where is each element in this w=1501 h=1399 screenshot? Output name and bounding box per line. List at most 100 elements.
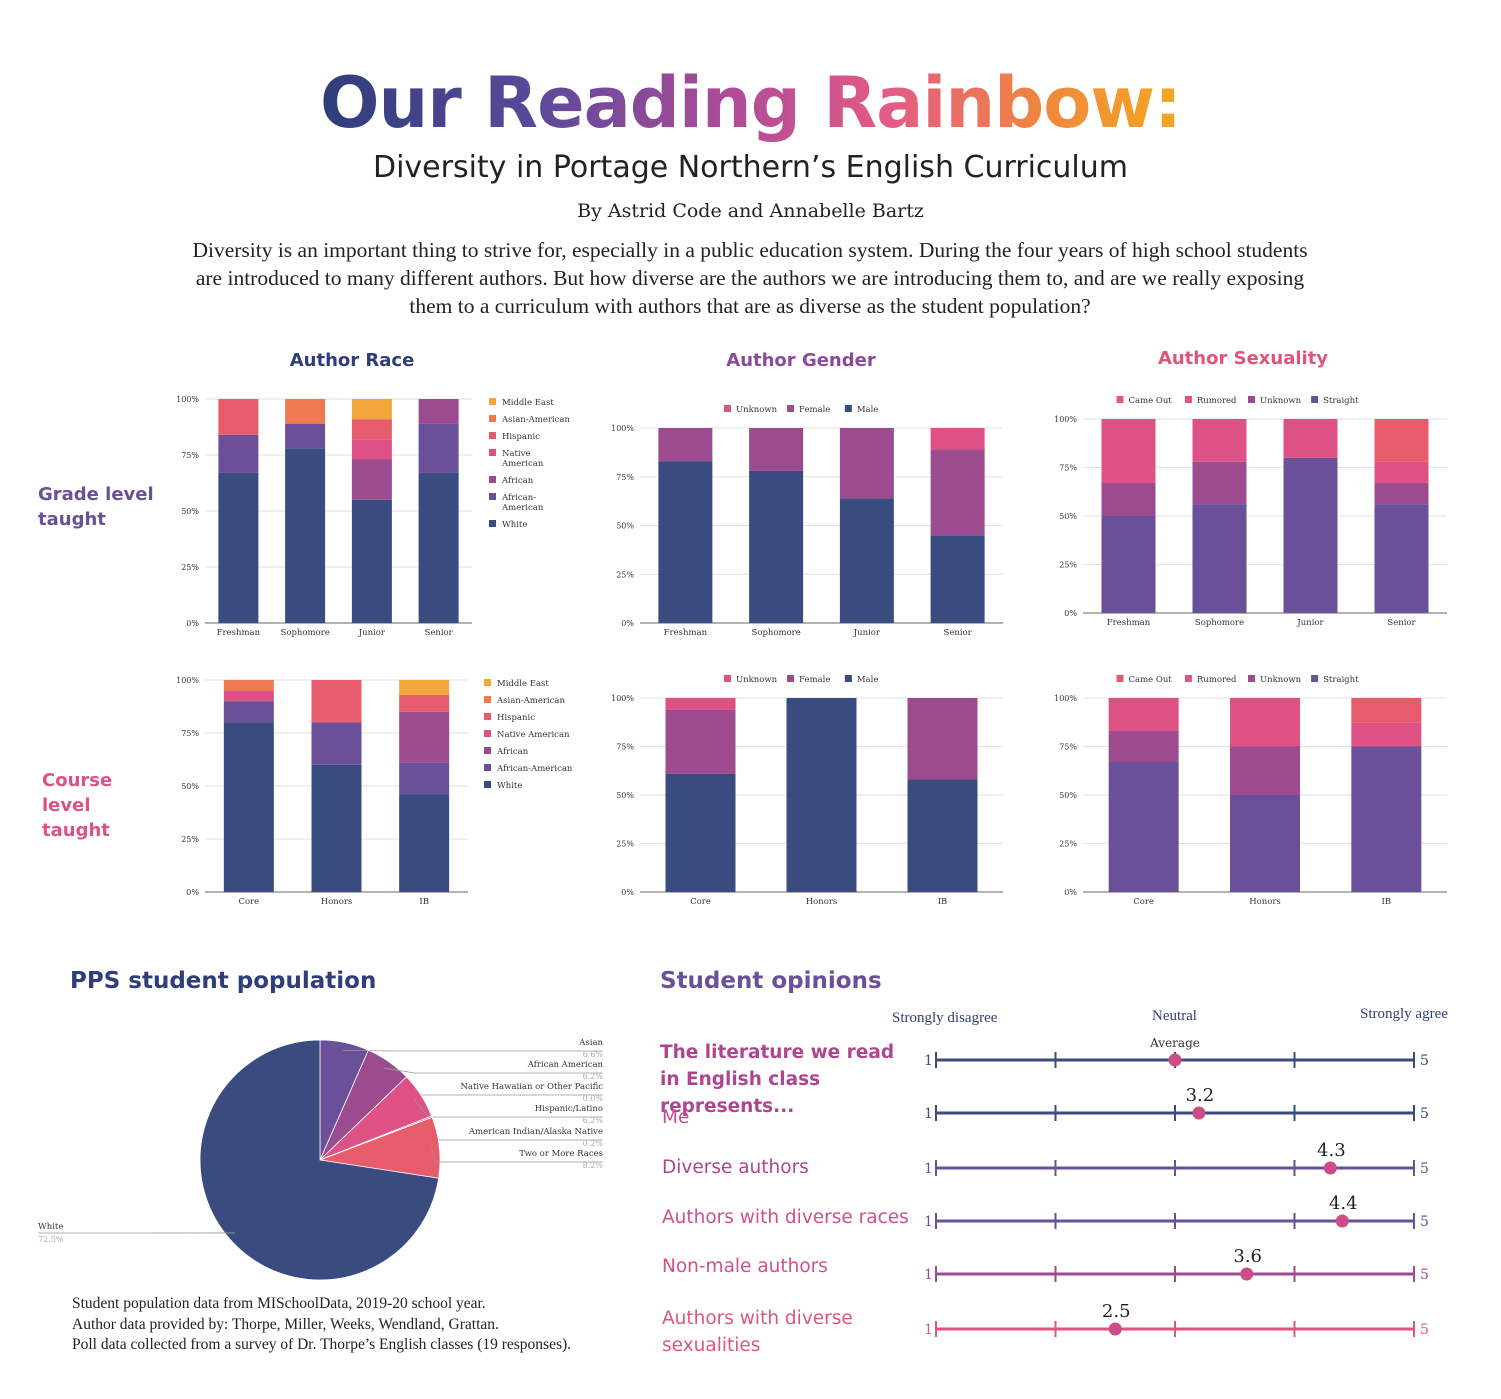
bar-segment (351, 459, 392, 500)
legend-swatch (1248, 675, 1255, 682)
scale-min-label: 1 (924, 1106, 933, 1122)
legend-label: Straight (1323, 396, 1359, 406)
bar-segment (1351, 722, 1422, 747)
opinion-marker (1335, 1214, 1349, 1228)
bar-segment (665, 698, 736, 710)
legend-swatch (1184, 675, 1192, 682)
opinion-marker (1108, 1322, 1122, 1336)
bar-segment (351, 499, 392, 623)
y-tick-label: 100% (176, 676, 199, 685)
y-tick-label: 100% (1054, 415, 1077, 424)
y-tick-label: 100% (611, 424, 634, 433)
legend-swatch (489, 398, 496, 405)
opinion-value-label: 3.2 (1186, 1085, 1215, 1106)
legend-swatch (484, 781, 491, 788)
y-tick-label: 25% (616, 840, 634, 849)
legend-label: Hispanic (497, 713, 535, 723)
opinion-label-diverse-authors: Diverse authors (662, 1157, 809, 1178)
bar-segment (665, 709, 736, 774)
y-tick-label: 0% (186, 888, 199, 897)
y-tick-label: 75% (1059, 743, 1077, 752)
bar-segment (658, 461, 713, 623)
y-tick-label: 100% (611, 694, 634, 703)
scale-max-label: 5 (1420, 1053, 1429, 1069)
legend-swatch (1248, 396, 1255, 403)
x-tick-label: Senior (425, 628, 454, 638)
x-tick-label: Core (690, 897, 711, 907)
legend-label: American (501, 503, 544, 513)
opinion-value-label: 4.4 (1329, 1193, 1358, 1214)
legend-label: Native (502, 449, 530, 459)
legend-label: Unknown (1260, 396, 1302, 406)
bar-segment (907, 779, 978, 892)
opinion-label-me: Me (662, 1107, 690, 1128)
bar-segment (1374, 483, 1429, 505)
y-tick-label: 25% (181, 835, 199, 844)
column-title-sexuality: Author Sexuality (1157, 348, 1329, 369)
bar-segment (1230, 795, 1300, 892)
scale-min-label: 1 (924, 1161, 933, 1177)
scale-max-label: 5 (1420, 1322, 1429, 1338)
legend-swatch (489, 493, 496, 500)
bar-segment (1192, 419, 1247, 462)
bar-segment (1374, 504, 1429, 613)
scale-label-right: Strongly agree (1360, 1006, 1448, 1022)
y-tick-label: 75% (181, 451, 199, 460)
pie-label: African American (527, 1060, 604, 1070)
pie-leader-line (343, 1050, 603, 1052)
bar-segment (1108, 762, 1179, 892)
y-tick-label: 0% (1064, 888, 1077, 897)
bar-segment (1108, 730, 1179, 763)
opinion-label-diverse-sexualities: Authors with diverse sexualities (662, 1308, 853, 1356)
y-tick-label: 0% (621, 619, 634, 628)
bar-segment (399, 680, 450, 695)
y-tick-label: 75% (616, 473, 634, 482)
opinion-value-label: 2.5 (1102, 1301, 1131, 1322)
legend-swatch (1311, 675, 1319, 682)
legend-swatch (489, 476, 496, 483)
legend-swatch (489, 432, 496, 439)
legend-swatch (1184, 396, 1192, 403)
pie-label: White (38, 1222, 63, 1232)
source-line-2: Author data provided by: Thorpe, Miller,… (72, 1315, 499, 1333)
scale-min-label: 1 (924, 1214, 933, 1230)
scale-min-label: 1 (924, 1322, 933, 1338)
pie-value-label: 0.2% (583, 1139, 604, 1148)
pie-slice (199, 1039, 440, 1281)
bar-segment (418, 472, 459, 623)
legend-label: Hispanic (502, 432, 540, 442)
bar-segment (223, 701, 274, 723)
legend-swatch (489, 520, 496, 527)
legend-swatch (489, 415, 496, 422)
pie-value-label: 72.5% (38, 1235, 64, 1244)
scale-max-label: 5 (1420, 1106, 1429, 1122)
column-title-race: Author Race (289, 350, 415, 371)
intro-paragraph: Diversity is an important thing to striv… (192, 238, 1308, 318)
y-tick-label: 25% (181, 563, 199, 572)
y-tick-label: 0% (186, 619, 199, 628)
scale-label-middle: Neutral (1152, 1008, 1197, 1024)
legend-label: American (501, 459, 544, 469)
legend-label: Unknown (1260, 675, 1302, 685)
bar-segment (285, 448, 326, 623)
legend-swatch (1116, 396, 1124, 403)
bar-segment (351, 419, 392, 440)
opinion-marker (1192, 1106, 1206, 1120)
x-tick-label: Honors (806, 897, 838, 907)
source-line-3: Poll data collected from a survey of Dr.… (72, 1336, 572, 1353)
bar-segment (665, 773, 736, 892)
bar-segment (399, 794, 450, 892)
bar-segment (311, 680, 362, 723)
bar-segment (1351, 698, 1422, 723)
bar-segment (839, 428, 894, 499)
bar-segment (1230, 698, 1300, 747)
legend-swatch (787, 675, 795, 682)
bar-segment (218, 399, 259, 435)
x-tick-label: Freshman (1107, 618, 1151, 628)
legend-label: Unknown (736, 675, 778, 685)
scale-max-label: 5 (1420, 1161, 1429, 1177)
legend-swatch (844, 675, 852, 682)
y-tick-label: 100% (1054, 694, 1077, 703)
legend-swatch (844, 405, 852, 412)
